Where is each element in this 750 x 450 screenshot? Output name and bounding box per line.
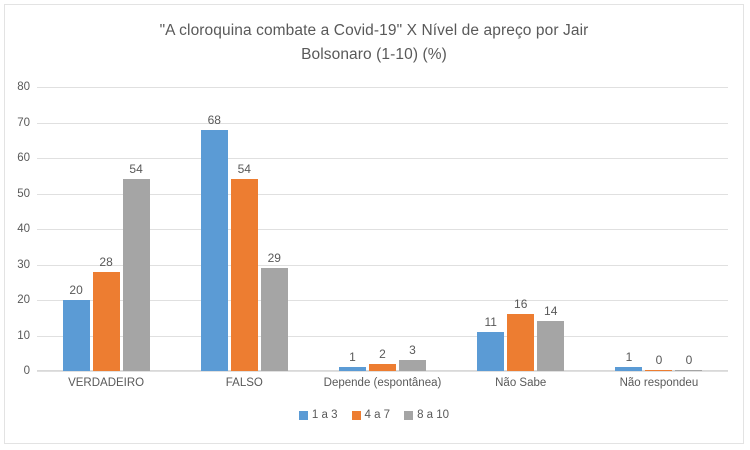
bar[interactable] xyxy=(477,331,505,371)
bar-group: 20 28 54 xyxy=(37,87,175,371)
bar-group: 1 2 3 xyxy=(313,87,451,371)
bar[interactable] xyxy=(92,271,120,371)
bar[interactable] xyxy=(645,370,673,371)
bar-slot: 1 xyxy=(615,87,643,371)
gridline xyxy=(37,264,728,266)
bar-value-label: 28 xyxy=(99,254,113,269)
gridline xyxy=(37,229,728,230)
bar[interactable] xyxy=(369,363,396,371)
bar-slot: 54 xyxy=(230,87,258,371)
x-axis-category-label: FALSO xyxy=(225,377,263,389)
bar[interactable] xyxy=(507,314,535,371)
legend-label: 1 a 3 xyxy=(311,409,338,421)
x-axis-category-label: Não Sabe xyxy=(495,377,547,389)
bar[interactable] xyxy=(260,268,288,371)
bar-value-label: 54 xyxy=(237,162,251,177)
bar-value-label: 0 xyxy=(655,353,663,367)
bar-slot: 3 xyxy=(399,87,426,371)
legend-swatch-icon xyxy=(404,410,414,420)
gridline xyxy=(37,87,728,88)
bar[interactable] xyxy=(200,129,228,371)
bar-group: 1 0 0 xyxy=(590,87,728,371)
bar-value-label: 20 xyxy=(69,283,83,297)
legend-label: 8 a 10 xyxy=(417,409,450,421)
x-axis-category-label: VERDADEIRO xyxy=(68,377,145,389)
x-axis-category-label: Não respondeu xyxy=(619,377,699,389)
gridline xyxy=(37,300,728,301)
bar-value-label: 2 xyxy=(379,346,386,361)
y-axis-tick-label: 20 xyxy=(17,294,30,306)
bar-value-label: 3 xyxy=(409,343,416,358)
bar-slot: 16 xyxy=(507,87,535,371)
bar-group: 68 54 29 xyxy=(175,87,313,371)
bar-slot: 11 xyxy=(477,87,505,371)
y-axis-tick-label: 0 xyxy=(23,365,30,377)
chart-container: "A cloroquina combate a Covid-19" X Níve… xyxy=(4,4,744,444)
bar[interactable] xyxy=(339,367,366,371)
bar-value-label: 1 xyxy=(349,350,356,365)
gridline xyxy=(37,335,728,337)
y-axis-tick-label: 40 xyxy=(17,223,30,235)
y-axis-tick-label: 70 xyxy=(17,116,30,129)
bar[interactable] xyxy=(615,367,643,371)
bar[interactable] xyxy=(62,300,90,371)
bar[interactable] xyxy=(399,360,426,371)
bar-value-label: 68 xyxy=(207,112,221,127)
bar-slot: 0 xyxy=(645,87,673,371)
gridline xyxy=(37,371,728,372)
bar-value-label: 14 xyxy=(544,304,558,319)
gridline xyxy=(37,158,728,159)
plot-area: 0 10 20 30 40 50 60 70 80 20 28 54 68 54 29 1 2 3 11 16 14 1… xyxy=(17,81,728,377)
x-axis-category-label: Depende (espontânea) xyxy=(323,377,442,389)
bar-group: 11 16 14 xyxy=(452,87,590,371)
y-axis-tick-label: 10 xyxy=(17,329,30,342)
bar-slot: 2 xyxy=(369,87,396,371)
bar-value-label: 29 xyxy=(267,251,281,266)
bar-value-label: 11 xyxy=(484,314,497,329)
bar-value-label: 0 xyxy=(685,353,693,367)
bar-value-label: 1 xyxy=(625,350,633,365)
bar-slot: 14 xyxy=(537,87,565,371)
gridline xyxy=(37,122,728,124)
bar-slot: 20 xyxy=(62,87,90,371)
bar-value-label: 16 xyxy=(514,297,528,312)
bar[interactable] xyxy=(122,179,150,371)
y-axis-tick-label: 50 xyxy=(17,187,30,200)
bar[interactable] xyxy=(675,370,703,371)
bar[interactable] xyxy=(537,321,565,371)
y-axis-tick-label: 80 xyxy=(17,81,30,93)
bar-slot: 29 xyxy=(260,87,288,371)
chart-title-line-2: Bolsonaro (1-10) (%) xyxy=(301,46,447,63)
legend-swatch-icon xyxy=(351,410,361,420)
legend-item[interactable]: 1 a 3 xyxy=(298,409,338,421)
bar-value-label: 54 xyxy=(129,162,143,177)
legend-item[interactable]: 4 a 7 xyxy=(351,409,391,421)
bar-slot: 68 xyxy=(200,87,228,371)
legend-item[interactable]: 8 a 10 xyxy=(404,409,449,421)
x-axis-category-labels: VERDADEIRO FALSO Depende (espontânea) Não S… xyxy=(37,377,728,389)
chart-title-line-1: "A cloroquina combate a Covid-19" X Níve… xyxy=(159,22,589,39)
bar-slot: 1 xyxy=(339,87,366,371)
legend-label: 4 a 7 xyxy=(364,409,391,421)
bar-slot: 0 xyxy=(675,87,703,371)
gridline xyxy=(37,193,728,195)
y-axis-tick-label: 60 xyxy=(17,152,30,164)
legend-swatch-icon xyxy=(298,410,308,420)
bar-slot: 54 xyxy=(122,87,150,371)
bar[interactable] xyxy=(230,179,258,371)
chart-title: "A cloroquina combate a Covid-19" X Níve… xyxy=(5,19,743,67)
bar-slot: 28 xyxy=(92,87,120,371)
bar-groups: 20 28 54 68 54 29 1 2 3 11 16 14 1 0 0 xyxy=(37,87,728,371)
chart-legend: 1 a 3 4 a 7 8 a 10 xyxy=(5,409,743,421)
y-axis-tick-label: 30 xyxy=(17,258,30,271)
